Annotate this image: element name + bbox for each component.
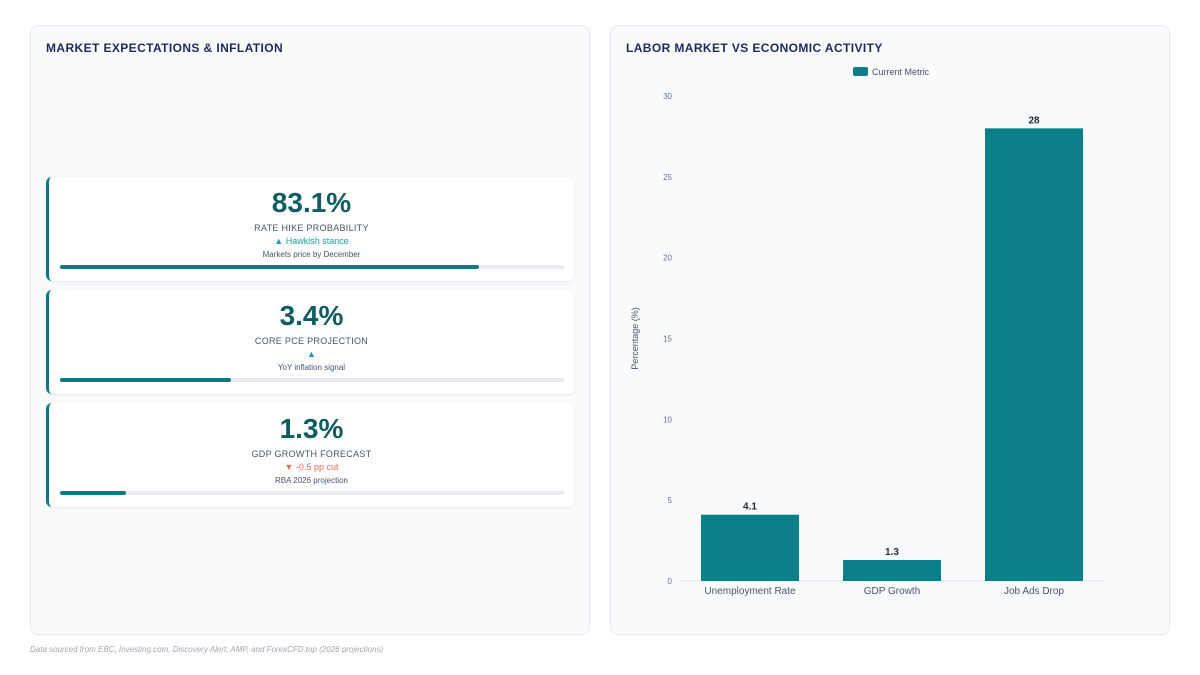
kpi-value: 1.3%	[279, 413, 344, 444]
kpi-change: ▲ Hawkish stance	[274, 236, 349, 246]
market-expectations-panel: MARKET EXPECTATIONS & INFLATION 83.1% RA…	[30, 25, 590, 635]
progress-track	[60, 491, 564, 495]
kpi-card-core-pce: 3.4% CORE PCE PROJECTION ▲ YoY inflation…	[46, 290, 574, 394]
data-label: 4.1	[743, 502, 757, 513]
bar	[701, 514, 799, 581]
panel-title: LABOR MARKET VS ECONOMIC ACTIVITY	[626, 41, 883, 55]
progress-track	[60, 378, 564, 382]
source-footnote: Data sourced from EBC, Investing.com, Di…	[30, 645, 384, 654]
y-tick-label: 30	[663, 92, 672, 101]
kpi-value: 3.4%	[279, 300, 344, 331]
y-tick-label: 25	[663, 173, 672, 182]
progress-fill	[60, 491, 126, 495]
progress-fill	[60, 378, 232, 382]
labor-market-panel: LABOR MARKET VS ECONOMIC ACTIVITY Curren…	[610, 25, 1170, 635]
progress-track	[60, 265, 564, 269]
bar	[985, 128, 1083, 581]
panel-title: MARKET EXPECTATIONS & INFLATION	[46, 41, 284, 55]
y-tick-label: 10	[663, 415, 672, 424]
kpi-value: 83.1%	[271, 187, 352, 218]
y-axis-label: Percentage (%)	[630, 307, 640, 370]
y-tick-label: 15	[663, 335, 672, 344]
kpi-change: ▼ -0.5 pp cut	[284, 462, 339, 472]
y-tick-label: 20	[663, 254, 672, 263]
bar-chart: Current Metric 0 5 10 15 20 25 30 Percentage (%)…	[630, 67, 1105, 597]
y-tick-label: 0	[668, 577, 673, 586]
x-tick-label: Job Ads Drop	[1004, 586, 1064, 597]
data-label: 28	[1028, 115, 1040, 126]
kpi-label: RATE HIKE PROBABILITY	[254, 223, 369, 233]
kpi-card-rate-hike: 83.1% RATE HIKE PROBABILITY ▲ Hawkish st…	[46, 177, 574, 281]
kpi-label: GDP GROWTH FORECAST	[251, 449, 372, 459]
data-label: 1.3	[885, 547, 899, 558]
x-tick-label: GDP Growth	[864, 586, 921, 597]
x-tick-label: Unemployment Rate	[704, 586, 796, 597]
kpi-note: Markets price by December	[262, 250, 361, 259]
legend-label: Current Metric	[872, 67, 930, 77]
y-tick-label: 5	[668, 496, 673, 505]
legend-swatch	[853, 67, 868, 76]
progress-fill	[60, 265, 479, 269]
kpi-change: ▲	[307, 349, 316, 359]
kpi-note: RBA 2026 projection	[275, 476, 348, 485]
kpi-note: YoY inflation signal	[277, 363, 346, 372]
bar	[843, 559, 941, 581]
kpi-label: CORE PCE PROJECTION	[254, 336, 369, 346]
kpi-card-gdp-growth: 1.3% GDP GROWTH FORECAST ▼ -0.5 pp cut R…	[46, 403, 574, 507]
